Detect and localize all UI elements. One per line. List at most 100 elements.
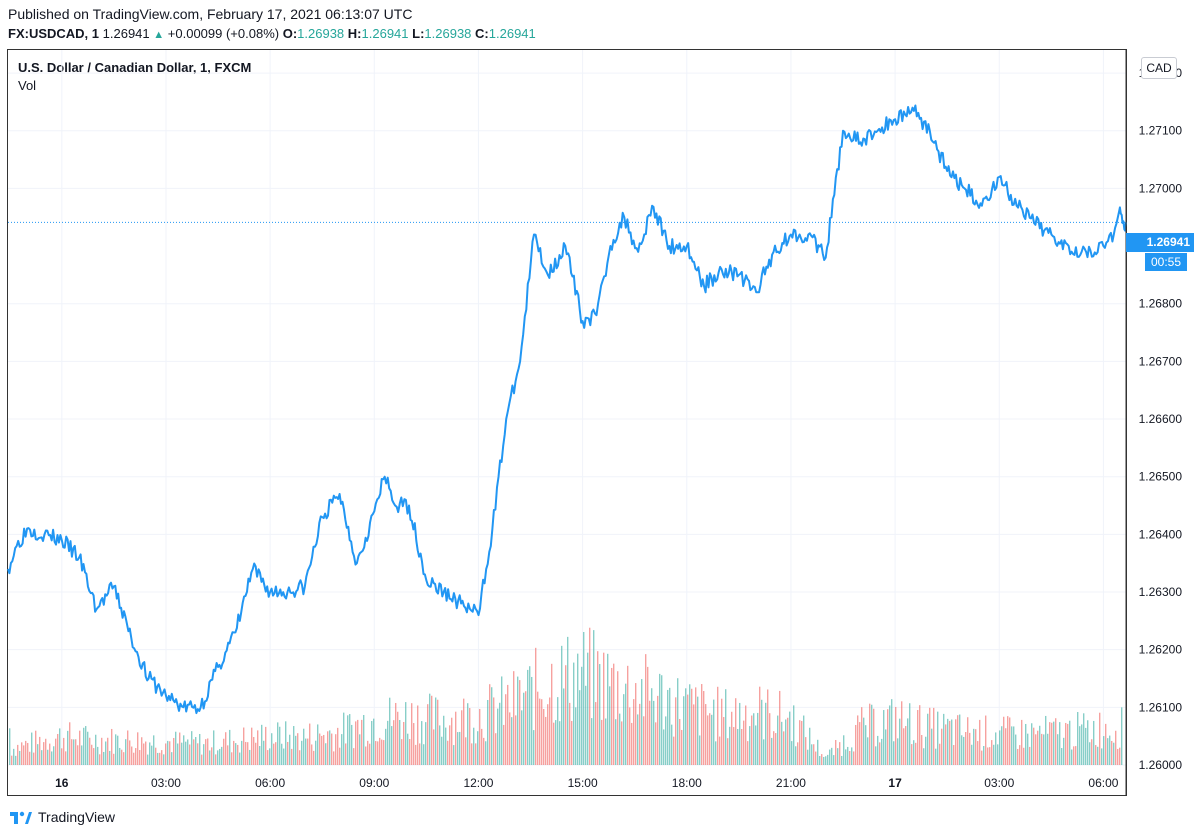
volume-bar bbox=[983, 746, 985, 765]
volume-bar bbox=[577, 653, 579, 765]
volume-bar bbox=[1121, 707, 1123, 765]
volume-bar bbox=[271, 733, 273, 765]
volume-bar bbox=[513, 671, 515, 765]
volume-bar bbox=[33, 752, 35, 765]
volume-bar bbox=[45, 738, 47, 765]
volume-bar bbox=[1081, 724, 1083, 765]
volume-bar bbox=[629, 707, 631, 765]
volume-bar bbox=[255, 742, 257, 765]
volume-bar bbox=[575, 707, 577, 765]
volume-bar bbox=[135, 748, 137, 765]
volume-bar bbox=[1051, 722, 1053, 765]
volume-bar bbox=[31, 732, 33, 765]
volume-bar bbox=[1099, 712, 1101, 765]
volume-bar bbox=[243, 727, 245, 765]
volume-bar bbox=[437, 699, 439, 765]
chart-pane[interactable]: U.S. Dollar / Canadian Dollar, 1, FXCM V… bbox=[7, 49, 1127, 796]
volume-bar bbox=[649, 700, 651, 765]
volume-bar bbox=[773, 731, 775, 765]
volume-bar bbox=[177, 743, 179, 765]
volume-bar bbox=[901, 701, 903, 765]
volume-bar bbox=[261, 724, 263, 765]
brand[interactable]: TradingView bbox=[8, 808, 115, 826]
volume-bar bbox=[263, 740, 265, 765]
volume-bar bbox=[385, 728, 387, 765]
volume-bar bbox=[957, 715, 959, 765]
currency-button[interactable]: CAD bbox=[1141, 57, 1177, 79]
volume-bar bbox=[573, 662, 575, 765]
volume-bar bbox=[19, 750, 21, 765]
volume-bar bbox=[517, 676, 519, 765]
x-tick-label: 21:00 bbox=[776, 776, 806, 790]
volume-bar bbox=[673, 736, 675, 765]
volume-bar bbox=[709, 713, 711, 765]
volume-bar bbox=[973, 728, 975, 765]
volume-bar bbox=[387, 720, 389, 765]
volume-bar bbox=[781, 721, 783, 765]
volume-bar bbox=[461, 710, 463, 765]
volume-bar bbox=[979, 719, 981, 765]
x-tick-label: 09:00 bbox=[359, 776, 389, 790]
volume-bar bbox=[1061, 748, 1063, 765]
volume-bar bbox=[915, 742, 917, 765]
volume-bar bbox=[931, 728, 933, 765]
volume-bar bbox=[1029, 746, 1031, 765]
volume-bar bbox=[149, 742, 151, 765]
volume-bar bbox=[167, 740, 169, 765]
volume-bar bbox=[753, 713, 755, 765]
volume-bar bbox=[839, 742, 841, 765]
volume-bar bbox=[695, 687, 697, 765]
volume-bar bbox=[307, 738, 309, 765]
volume-bar bbox=[399, 720, 401, 765]
volume-bar bbox=[667, 689, 669, 765]
volume-bar bbox=[337, 727, 339, 765]
volume-bar bbox=[1071, 749, 1073, 765]
volume-bar bbox=[465, 737, 467, 765]
volume-bar bbox=[205, 739, 207, 765]
volume-bar bbox=[727, 738, 729, 765]
volume-bar bbox=[89, 737, 91, 765]
volume-bar bbox=[661, 675, 663, 765]
volume-bar bbox=[767, 689, 769, 765]
volume-bar bbox=[617, 671, 619, 765]
volume-bar bbox=[371, 720, 373, 765]
volume-bar bbox=[793, 705, 795, 765]
volume-bar bbox=[803, 715, 805, 765]
volume-bar bbox=[911, 744, 913, 765]
volume-bar bbox=[895, 706, 897, 765]
volume-bar bbox=[547, 704, 549, 765]
volume-bar bbox=[641, 679, 643, 765]
volume-bar bbox=[233, 740, 235, 765]
volume-bar bbox=[85, 726, 87, 765]
volume-bar bbox=[369, 743, 371, 765]
volume-bar bbox=[739, 702, 741, 765]
volume-bar bbox=[273, 743, 275, 765]
volume-bar bbox=[847, 746, 849, 765]
volume-bar bbox=[75, 739, 77, 765]
volume-bar bbox=[355, 721, 357, 765]
volume-bar bbox=[851, 747, 853, 765]
volume-bar bbox=[635, 683, 637, 765]
volume-bar bbox=[801, 720, 803, 765]
volume-bar bbox=[917, 710, 919, 765]
x-tick-label: 18:00 bbox=[672, 776, 702, 790]
volume-bar bbox=[1097, 746, 1099, 765]
volume-bar bbox=[1111, 740, 1113, 765]
volume-bar bbox=[499, 702, 501, 765]
volume-bar bbox=[959, 714, 961, 765]
volume-bar bbox=[1013, 726, 1015, 765]
volume-bar bbox=[985, 715, 987, 765]
volume-bar bbox=[105, 741, 107, 765]
volume-bar bbox=[797, 742, 799, 765]
volume-bar bbox=[169, 741, 171, 765]
volume-bar bbox=[1021, 719, 1023, 765]
volume-bar bbox=[171, 752, 173, 765]
volume-bar bbox=[155, 747, 157, 765]
volume-bar bbox=[545, 716, 547, 765]
volume-bar bbox=[919, 705, 921, 765]
volume-bar bbox=[211, 747, 213, 765]
volume-bar bbox=[481, 728, 483, 765]
volume-bar bbox=[375, 741, 377, 765]
volume-bar bbox=[251, 727, 253, 765]
volume-bar bbox=[761, 699, 763, 765]
